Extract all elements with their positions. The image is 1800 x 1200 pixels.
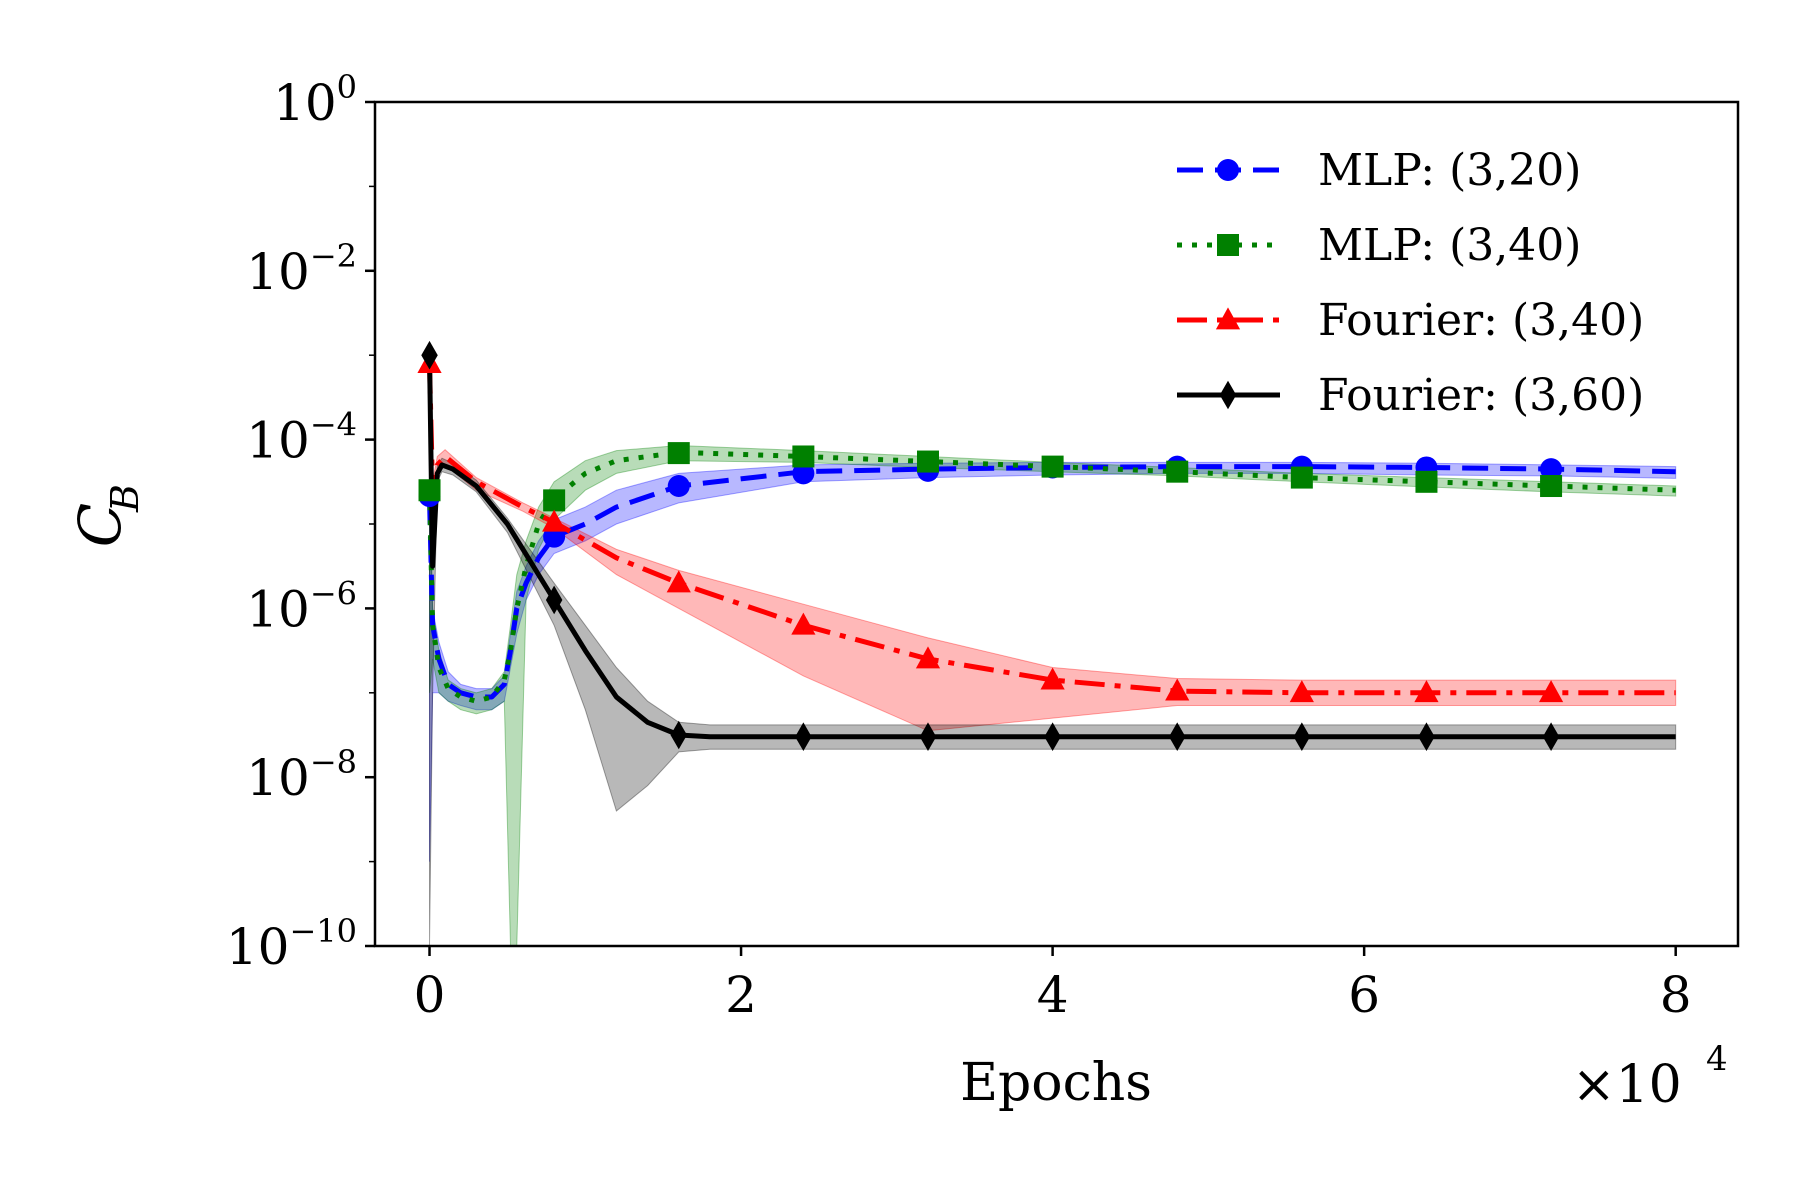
marker-fourier-3-40-9 bbox=[1538, 680, 1564, 703]
marker-fourier-3-60-7 bbox=[1293, 722, 1311, 751]
legend-label-fourier-3-40: Fourier: (3,40) bbox=[1318, 295, 1644, 346]
x-axis-label: Epochs bbox=[960, 1053, 1152, 1113]
marker-fourier-3-40-2 bbox=[666, 570, 691, 593]
y-tick-label--4: 10−4 bbox=[246, 406, 357, 470]
uncertainty-bands bbox=[429, 346, 1677, 947]
series-lines bbox=[427, 355, 1676, 740]
legend-label-mlp-3-20: MLP: (3,20) bbox=[1318, 145, 1581, 196]
x-axis-multiplier: ×10 bbox=[1572, 1055, 1682, 1115]
marker-mlp-3-20-9 bbox=[1540, 458, 1563, 481]
marker-fourier-3-60-0 bbox=[421, 340, 438, 370]
x-tick-label-6: 6 bbox=[1348, 966, 1380, 1024]
legend-label-mlp-3-40: MLP: (3,40) bbox=[1318, 220, 1581, 271]
marker-mlp-3-40-9 bbox=[1540, 475, 1563, 498]
x-tick-label-4: 4 bbox=[1037, 966, 1069, 1024]
y-axis-ticks: 100 10−2 10−4 10−6 10−8 10−10 bbox=[226, 68, 375, 976]
marker-fourier-3-60-5 bbox=[1044, 722, 1061, 751]
series-markers bbox=[417, 340, 1564, 751]
marker-mlp-3-20-3 bbox=[792, 462, 815, 485]
marker-mlp-3-40-8 bbox=[1415, 470, 1438, 493]
marker-mlp-3-40-1 bbox=[543, 489, 566, 512]
marker-fourier-3-60-2 bbox=[670, 720, 688, 750]
marker-fourier-3-40-1 bbox=[542, 509, 567, 532]
marker-mlp-3-40-6 bbox=[1166, 460, 1189, 483]
y-axis-label-sub-wrap: B bbox=[103, 484, 147, 513]
band-fourier-3-60 bbox=[429, 346, 1677, 947]
y-axis-label-main: C bbox=[66, 503, 134, 547]
y-axis-label: C bbox=[66, 503, 134, 547]
y-axis-label-subscript: B bbox=[103, 484, 147, 513]
marker-fourier-3-60-9 bbox=[1542, 722, 1560, 751]
y-tick-label-0: 100 bbox=[273, 68, 357, 132]
marker-fourier-3-60-4 bbox=[919, 722, 937, 751]
marker-fourier-3-40-8 bbox=[1414, 680, 1439, 703]
marker-mlp-3-40-4 bbox=[916, 450, 939, 473]
legend-marker-mlp-3-20 bbox=[1217, 159, 1239, 181]
legend-label-fourier-3-60: Fourier: (3,60) bbox=[1318, 370, 1644, 421]
marker-mlp-3-40-2 bbox=[667, 442, 690, 465]
legend-marker-fourier-3-60 bbox=[1219, 380, 1237, 410]
line-fourier-3-40 bbox=[427, 363, 1676, 696]
marker-mlp-3-40-3 bbox=[792, 445, 815, 468]
y-tick-label--8: 10−8 bbox=[246, 743, 357, 807]
x-tick-label-2: 2 bbox=[725, 966, 757, 1024]
y-tick-label--2: 10−2 bbox=[246, 237, 357, 301]
legend-marker-mlp-3-40 bbox=[1217, 234, 1239, 256]
x-tick-label-0: 0 bbox=[414, 966, 446, 1024]
x-axis-ticks: 0 2 4 6 8 bbox=[414, 946, 1692, 1024]
line-mlp-3-20 bbox=[427, 464, 1676, 700]
marker-fourier-3-40-4 bbox=[915, 646, 941, 669]
marker-fourier-3-60-8 bbox=[1418, 722, 1435, 751]
marker-fourier-3-60-3 bbox=[795, 722, 812, 751]
marker-mlp-3-40-0 bbox=[418, 479, 441, 502]
marker-fourier-3-60-1 bbox=[545, 585, 563, 615]
marker-fourier-3-40-6 bbox=[1165, 678, 1190, 701]
legend-marker-fourier-3-40 bbox=[1215, 307, 1241, 330]
marker-fourier-3-40-5 bbox=[1040, 667, 1065, 690]
line-fourier-3-60 bbox=[427, 355, 1676, 740]
marker-mlp-3-20-2 bbox=[667, 475, 690, 498]
marker-fourier-3-60-6 bbox=[1168, 722, 1186, 751]
marker-fourier-3-40-3 bbox=[791, 612, 816, 635]
line-mlp-3-40 bbox=[427, 449, 1676, 704]
x-tick-label-8: 8 bbox=[1660, 966, 1692, 1024]
x-axis-multiplier-exponent: 4 bbox=[1706, 1039, 1728, 1079]
band-fourier-3-40 bbox=[429, 355, 1677, 732]
legend: MLP: (3,20) MLP: (3,40) Fourier: (3,40) Fou… bbox=[1177, 145, 1644, 421]
y-tick-label--6: 10−6 bbox=[246, 574, 357, 638]
marker-mlp-3-40-7 bbox=[1290, 466, 1313, 489]
marker-mlp-3-40-5 bbox=[1041, 455, 1064, 478]
y-tick-label--10: 10−10 bbox=[226, 912, 357, 976]
marker-fourier-3-40-7 bbox=[1289, 680, 1314, 703]
